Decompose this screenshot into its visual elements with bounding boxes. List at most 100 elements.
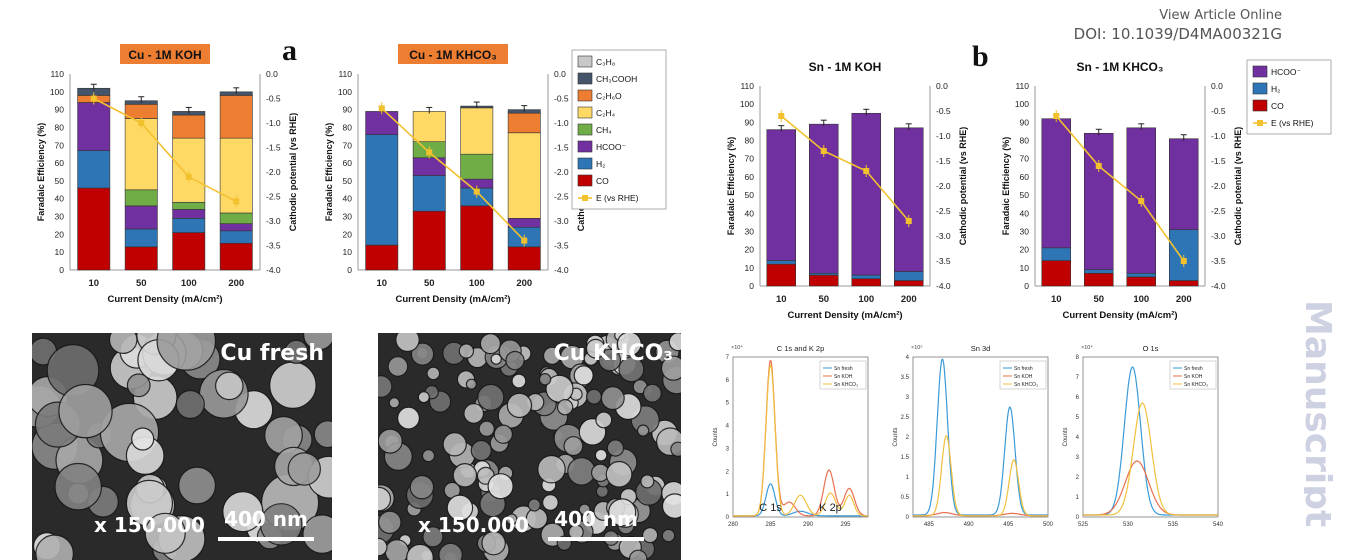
sem-particle [661,493,681,519]
bar-segment-co [124,246,158,271]
y-tick-label: 30 [55,212,65,222]
bar-segment-c2h4 [507,132,541,219]
potential-point [473,188,480,195]
sem-scale-label: 400 nm [224,507,308,531]
legend-label: Sn KHCO₃ [1184,382,1208,388]
legend-label: Sn fresh [1014,366,1033,372]
sem-particle [269,361,317,410]
bar-segment-h2 [124,228,158,248]
x-tick-label: 540 [1213,522,1224,528]
manuscript-watermark: Manuscript [1304,300,1338,528]
potential-point [1138,198,1145,205]
y-tick-label: 100 [338,87,352,97]
plot-frame [732,356,869,518]
sem-particle [406,543,434,560]
bar-segment-co [1169,280,1199,287]
y-axis-label: Faradaic Efficiency (%) [324,123,334,222]
view-article-online-link[interactable]: View Article Online [1159,8,1282,23]
spectrum-line [733,364,868,517]
y2-tick-label: -2.0 [1211,181,1226,191]
x-tick-label: 200 [228,278,244,289]
bar-segment-hcoo [77,102,111,151]
sem-particle [505,513,518,526]
chart-sn-khco3: Sn - 1M KHCO₃ 0 10 20 30 40 50 60 70 80 90 100 110 0.… [1001,56,1332,321]
x-tick-label: 500 [1043,522,1054,528]
legend-swatch-marker [582,195,588,201]
y-tick-label: 2 [726,469,730,475]
y-tick-label: 20 [745,245,755,255]
bar-segment-co [809,274,839,287]
y-tick-label: 70 [55,140,65,150]
bar-segment-hcoo [219,223,253,232]
sem-particle [378,375,393,398]
x-tick-label: 200 [516,278,532,289]
y2-tick-label: -3.5 [936,256,951,266]
x-tick-label: 530 [1123,522,1134,528]
sem-particle [438,542,463,560]
bar-segment-co [1126,276,1157,287]
y-tick-label: 40 [745,208,755,218]
spectrum-line [913,435,1048,517]
x-tick-label: 490 [964,522,975,528]
sem-particle [563,436,584,457]
legend-label: Sn KHCO₃ [834,382,858,388]
potential-point [820,148,827,155]
y-tick-label: 1 [906,475,910,481]
bar-segment-c2h4 [172,137,206,203]
x-tick-label: 10 [376,278,387,289]
x-tick-label: 295 [840,522,851,528]
legend-label: CH₃COOH [596,74,637,84]
y2-tick-label: -3.0 [266,216,281,226]
y-tick-label: 90 [745,117,755,127]
bar-segment-hcoo [172,209,206,219]
legend-swatch [1252,65,1268,78]
bar-segment-h2 [365,134,399,246]
x-tick-label: 525 [1078,522,1089,528]
bar-segment-co [219,242,253,271]
sem-particle [417,391,430,404]
y-tick-label: 10 [343,247,353,257]
y-tick-label: 80 [1020,136,1030,146]
annotation-k2p: K 2p [819,502,842,514]
bar-segment-h2 [1126,272,1157,278]
potential-line [93,97,237,203]
y-tick-label: 110 [1015,81,1029,91]
y-tick-label: 0 [1076,515,1080,521]
bar-segment-co [412,210,446,271]
legend-swatch [1252,82,1268,95]
chart-title: Sn - 1M KOH [809,60,882,74]
sem-particle [493,424,514,444]
sem-particle [378,486,392,512]
sem-particle [573,365,594,386]
sem-particle [465,378,478,390]
bar-segment-c2h6o [507,112,541,134]
bar-segment-h2 [412,175,446,212]
sem-particle [660,355,681,381]
y2-tick-label: 0.0 [936,81,948,91]
sem-particle [284,339,309,364]
y2-tick-label: -4.0 [554,265,569,275]
sem-image-cu-fresh: Cu fresh x 150.000 400 nm [32,333,332,560]
y-tick-label: 90 [55,105,65,115]
bar-segment-c2h6o [219,95,253,139]
legend-label: CO [596,176,609,186]
y2-tick-label: -1.5 [554,142,569,152]
legend-swatch [577,123,593,136]
legend-label: CH₄ [596,125,612,135]
bar-segment-h2 [851,274,882,280]
bar-segment-h2 [77,150,111,189]
sem-particle [452,463,478,488]
y-tick-label: 80 [745,136,755,146]
sem-particle [487,473,514,500]
potential-point [863,168,870,175]
y-tick-label: 10 [1020,263,1030,273]
y2-tick-label: -0.5 [554,93,569,103]
potential-line [1055,115,1185,262]
y-axis-label: Counts [713,427,719,446]
sem-particle [618,356,645,383]
sem-scale-bar [218,537,314,541]
y2-tick-label: 0.0 [266,69,278,79]
y2-tick-label: -0.5 [266,93,281,103]
y2-tick-label: -1.0 [1211,131,1226,141]
y-tick-label: 100 [1015,99,1029,109]
